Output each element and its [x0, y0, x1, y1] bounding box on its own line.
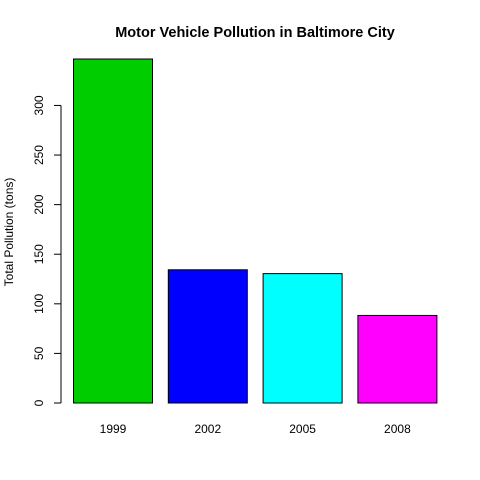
y-tick-label: 150 — [32, 244, 46, 264]
y-tick-label: 0 — [32, 399, 46, 406]
y-tick-label: 50 — [32, 346, 46, 360]
bar-2005 — [263, 274, 342, 403]
y-tick-label: 100 — [32, 293, 46, 313]
bar-1999 — [74, 59, 153, 403]
y-tick-label: 200 — [32, 194, 46, 214]
x-category-label: 2002 — [194, 422, 221, 436]
x-category-label: 2008 — [384, 422, 411, 436]
y-tick-label: 250 — [32, 145, 46, 165]
y-axis-label: Total Pollution (tons) — [2, 178, 16, 287]
y-tick-label: 300 — [32, 95, 46, 115]
x-category-label: 2005 — [289, 422, 316, 436]
bar-2002 — [168, 270, 247, 403]
chart-title: Motor Vehicle Pollution in Baltimore Cit… — [115, 25, 395, 41]
x-category-label: 1999 — [100, 422, 127, 436]
bar-2008 — [358, 315, 437, 403]
